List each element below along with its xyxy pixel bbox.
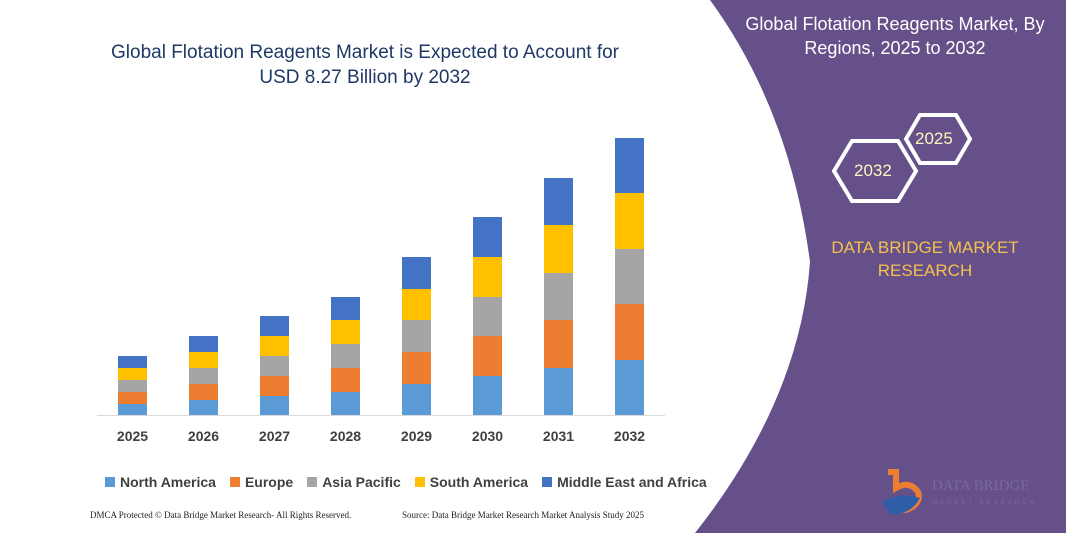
bar-2029-north-america bbox=[402, 384, 431, 415]
legend-item: Europe bbox=[229, 474, 294, 490]
legend-label: South America bbox=[429, 474, 529, 490]
bar-2026-south-america bbox=[189, 352, 218, 368]
svg-text:MARKET RESEARCH: MARKET RESEARCH bbox=[932, 500, 1037, 506]
bar-2028-middle-east-and-africa bbox=[331, 297, 360, 320]
bar-2030-europe bbox=[473, 336, 502, 376]
legend-swatch bbox=[307, 477, 318, 487]
bar-2029-south-america bbox=[402, 289, 431, 320]
bar-2025-asia-pacific bbox=[118, 380, 147, 392]
bar-2031-north-america bbox=[544, 368, 573, 415]
svg-text:DATA BRIDGE: DATA BRIDGE bbox=[932, 478, 1030, 494]
bar-2030-asia-pacific bbox=[473, 297, 502, 336]
bar-2026-north-america bbox=[189, 400, 218, 415]
bar-2025-europe bbox=[118, 392, 147, 404]
bar-2031-europe bbox=[544, 320, 573, 368]
legend-item: Asia Pacific bbox=[307, 474, 401, 490]
bar-2031-south-america bbox=[544, 225, 573, 273]
brand-name: DATA BRIDGE MARKET RESEARCH bbox=[831, 238, 1019, 280]
bar-2028-north-america bbox=[331, 392, 360, 415]
bar-2030-south-america bbox=[473, 257, 502, 297]
bar-2032-south-america bbox=[615, 193, 644, 249]
footer-source: Source: Data Bridge Market Research Mark… bbox=[402, 510, 644, 520]
bar-2030-middle-east-and-africa bbox=[473, 217, 502, 257]
bar-2031-asia-pacific bbox=[544, 273, 573, 320]
bar-2032-middle-east-and-africa bbox=[615, 138, 644, 193]
x-tick-label: 2026 bbox=[188, 428, 219, 444]
legend: North America Europe Asia Pacific South Ame… bbox=[105, 474, 707, 490]
footer-copyright: DMCA Protected © Data Bridge Market Rese… bbox=[90, 510, 352, 520]
chart-title: Global Flotation Reagents Market is Expe… bbox=[111, 42, 619, 88]
bar-2032-north-america bbox=[615, 360, 644, 415]
x-tick-label: 2027 bbox=[259, 428, 290, 444]
hex-2025 bbox=[903, 113, 973, 165]
legend-swatch bbox=[542, 477, 553, 487]
bar-2026-middle-east-and-africa bbox=[189, 336, 218, 352]
legend-label: Europe bbox=[244, 474, 294, 490]
x-tick-label: 2029 bbox=[401, 428, 432, 444]
x-tick-label: 2028 bbox=[330, 428, 361, 444]
legend-swatch bbox=[229, 477, 240, 487]
bar-2025-south-america bbox=[118, 368, 147, 380]
bar-2028-asia-pacific bbox=[331, 344, 360, 368]
legend-label: Middle East and Africa bbox=[557, 474, 707, 490]
x-tick-label: 2030 bbox=[472, 428, 503, 444]
x-tick-label: 2032 bbox=[614, 428, 645, 444]
bar-2027-north-america bbox=[260, 396, 289, 415]
hex-label-2025: 2025 bbox=[915, 129, 953, 148]
bar-2030-north-america bbox=[473, 376, 502, 415]
stacked-bar-chart: 2025 2026 2027 2028 2029 2030 2031 2032 bbox=[97, 138, 665, 444]
legend-item: Middle East and Africa bbox=[542, 474, 707, 490]
legend-item: North America bbox=[105, 474, 216, 490]
bar-2025-middle-east-and-africa bbox=[118, 356, 147, 368]
bar-2028-europe bbox=[331, 368, 360, 392]
legend-swatch bbox=[105, 477, 115, 487]
bar-2027-south-america bbox=[260, 336, 289, 356]
bar-2027-middle-east-and-africa bbox=[260, 316, 289, 336]
data-bridge-logo: DATA BRIDGE MARKET RESEARCH bbox=[882, 469, 1037, 515]
hex-label-2032: 2032 bbox=[854, 161, 892, 180]
legend-label: Asia Pacific bbox=[322, 474, 401, 490]
legend-swatch bbox=[414, 477, 425, 487]
bar-2029-asia-pacific bbox=[402, 320, 431, 352]
bar-2031-middle-east-and-africa bbox=[544, 178, 573, 225]
bar-2027-europe bbox=[260, 376, 289, 396]
x-tick-label: 2025 bbox=[117, 428, 148, 444]
legend-label: North America bbox=[120, 474, 216, 490]
x-tick-label: 2031 bbox=[543, 428, 574, 444]
bar-2027-asia-pacific bbox=[260, 356, 289, 376]
bar-2026-asia-pacific bbox=[189, 368, 218, 384]
panel-title: Global Flotation Reagents Market, By Reg… bbox=[745, 14, 1045, 58]
bar-2032-asia-pacific bbox=[615, 249, 644, 304]
bar-2032-europe bbox=[615, 304, 644, 360]
bar-2025-north-america bbox=[118, 404, 147, 415]
bar-2029-europe bbox=[402, 352, 431, 384]
legend-item: South America bbox=[414, 474, 529, 490]
bar-2029-middle-east-and-africa bbox=[402, 257, 431, 289]
bar-2028-south-america bbox=[331, 320, 360, 344]
hex-2032 bbox=[831, 139, 919, 203]
bar-2026-europe bbox=[189, 384, 218, 400]
